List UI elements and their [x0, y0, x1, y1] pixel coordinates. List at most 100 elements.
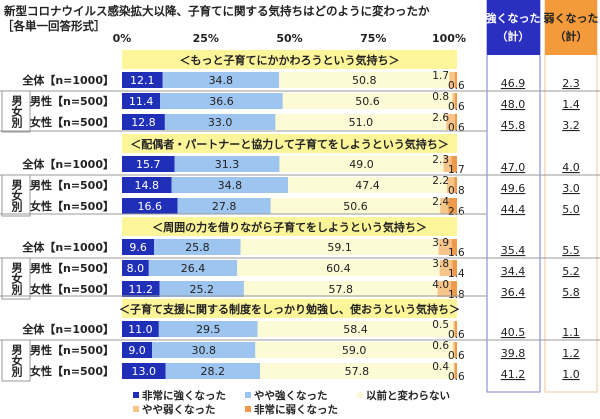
bar-segment-1	[122, 93, 161, 109]
gender-label: 男女別	[10, 344, 23, 377]
weak-sum-value: 1.1	[562, 326, 580, 339]
data-label-somewhat-weak: 3.9	[432, 237, 449, 249]
row-label: 女性【n=500】	[30, 282, 114, 296]
data-label: 31.3	[215, 158, 240, 171]
chart-title: 新型コロナウイルス感染拡大以降、子育てに関する気持ちはどのように変わったか	[4, 4, 430, 18]
bar-segment-2	[158, 321, 258, 337]
bar-segment-1	[122, 363, 166, 379]
bar-segment-5	[454, 177, 457, 193]
bar-segment-2	[174, 156, 280, 172]
strong-sum-header-sub: （計）	[497, 29, 530, 43]
weak-sum-column	[544, 0, 598, 393]
data-label: 30.8	[191, 344, 216, 357]
data-label: 29.5	[196, 323, 221, 336]
legend-label: やや弱くなった	[142, 404, 216, 416]
bar-segment-3	[282, 93, 453, 109]
data-label: 57.8	[329, 283, 354, 296]
data-label: 11.4	[129, 95, 154, 108]
bar-segment-1	[122, 281, 160, 297]
legend-swatch	[245, 406, 251, 412]
data-label: 36.6	[209, 95, 234, 108]
row-label: 全体【n=1000】	[21, 240, 114, 254]
legend-label: 非常に強くなった	[142, 389, 226, 402]
legend-swatch	[133, 392, 139, 398]
row-label: 全体【n=1000】	[21, 73, 114, 87]
legend-swatch	[357, 392, 363, 398]
bar-segment-2	[148, 260, 238, 276]
data-label: 9.0	[128, 344, 146, 357]
strong-sum-column	[486, 0, 541, 393]
data-label-very-weak: 0.6	[448, 350, 465, 362]
legend-label: 非常に弱くなった	[254, 403, 338, 416]
bar-segment-5	[454, 93, 457, 109]
data-label-very-weak: 0.6	[448, 122, 465, 134]
legend-swatch	[245, 392, 251, 398]
bar-segment-2	[152, 342, 256, 358]
data-label-somewhat-weak: 2.4	[432, 196, 449, 208]
bar-segment-5	[454, 321, 457, 337]
strong-sum-value: 40.5	[501, 326, 526, 339]
bar-segment-3	[255, 342, 453, 358]
bar-segment-2	[177, 198, 271, 214]
strong-sum-value: 47.0	[501, 161, 526, 174]
data-label: 33.0	[208, 116, 233, 129]
section-heading: ＜子育て支援に関する制度をしっかり勉強し、使おうという気持ち＞	[119, 302, 460, 316]
section-heading: ＜配偶者・パートナーと協力して子育てをしようという気持ち＞	[130, 137, 448, 151]
data-label: 49.0	[349, 158, 374, 171]
strong-sum-value: 35.4	[501, 244, 526, 257]
row-label: 女性【n=500】	[30, 364, 114, 378]
data-label: 27.8	[212, 200, 237, 213]
bar-segment-1	[122, 72, 163, 88]
data-label: 50.6	[355, 95, 380, 108]
weak-sum-value: 1.0	[562, 368, 580, 381]
x-tick-label: 25%	[193, 32, 219, 45]
weak-sum-header-sub: （計）	[555, 29, 588, 43]
section-heading: ＜周囲の力を借りながら子育てをしようという気持ち＞	[152, 220, 427, 234]
data-label: 57.8	[345, 365, 370, 378]
bar-segment-2	[160, 93, 283, 109]
strong-sum-value: 45.8	[501, 119, 526, 132]
data-label-somewhat-weak: 0.5	[432, 319, 449, 331]
bar-segment-1	[122, 177, 172, 193]
bar-segment-2	[171, 177, 289, 193]
bar-segment-3	[275, 114, 447, 130]
bar-segment-3	[279, 72, 450, 88]
strong-sum-value: 49.6	[501, 182, 526, 195]
section-band	[122, 134, 457, 153]
weak-sum-header-bg	[545, 0, 597, 55]
data-label: 34.8	[209, 74, 234, 87]
data-label: 12.8	[131, 116, 156, 129]
data-label-somewhat-weak: 0.8	[432, 91, 449, 103]
bar-segment-4	[453, 363, 455, 379]
bar-segment-3	[237, 260, 440, 276]
data-label: 14.8	[135, 179, 160, 192]
data-label: 50.6	[343, 200, 368, 213]
strong-sum-value: 48.0	[501, 98, 526, 111]
data-label: 58.4	[343, 323, 368, 336]
bar-segment-5	[454, 342, 457, 358]
data-label: 11.0	[128, 323, 153, 336]
bar-segment-4	[443, 156, 452, 172]
data-label: 59.0	[342, 344, 367, 357]
data-label-very-weak: 0.6	[448, 80, 465, 92]
bar-segment-3	[288, 177, 447, 193]
bar-segment-2	[162, 72, 280, 88]
bar-segment-1	[122, 239, 155, 255]
bar-segment-1	[122, 260, 149, 276]
data-label: 28.2	[201, 365, 226, 378]
section-band	[122, 217, 457, 236]
data-label: 25.2	[189, 283, 214, 296]
strong-sum-value: 36.4	[501, 286, 526, 299]
bar-segment-3	[260, 363, 454, 379]
data-label: 34.8	[218, 179, 243, 192]
weak-sum-value: 5.0	[562, 203, 580, 216]
data-label-somewhat-weak: 1.7	[432, 70, 449, 82]
data-label: 60.4	[326, 262, 351, 275]
bar-segment-5	[454, 114, 457, 130]
weak-sum-header: 弱くなった	[544, 12, 599, 25]
bar-segment-4	[446, 114, 455, 130]
bar-segment-1	[122, 156, 175, 172]
data-label-somewhat-weak: 2.6	[432, 112, 449, 124]
weak-sum-value: 5.8	[562, 286, 580, 299]
